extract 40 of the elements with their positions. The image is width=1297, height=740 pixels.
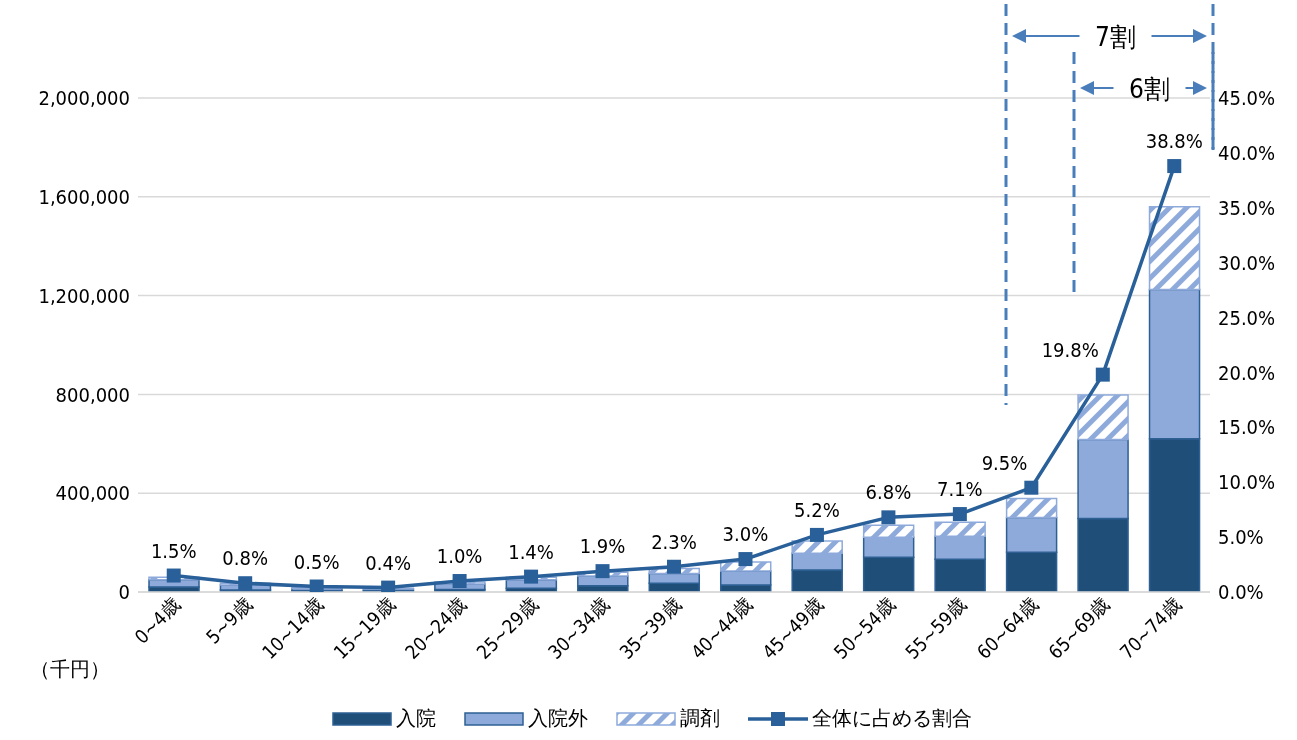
data-label: 1.9% (579, 534, 626, 559)
y-tick-label: 0 (118, 580, 130, 605)
data-label: 2.3% (651, 529, 697, 554)
legend-label: 入院 (395, 705, 436, 732)
y-tick-label: 800,000 (55, 382, 130, 407)
y2-tick-label: 45.0% (1218, 86, 1276, 111)
y2-tick-label: 35.0% (1218, 195, 1276, 220)
data-label: 0.4% (365, 550, 411, 575)
annotation: 6割 (1129, 74, 1170, 104)
y-axis-title: （千円） (30, 656, 110, 683)
data-label: 1.0% (436, 544, 483, 569)
y2-tick-label: 25.0% (1218, 305, 1276, 330)
data-label: 6.8% (865, 480, 912, 505)
x-tick-label: 5~9歳 (201, 593, 257, 648)
data-label: 38.8% (1145, 129, 1203, 154)
data-label: 7.1% (937, 477, 983, 502)
x-tick-label: 0~4歳 (130, 593, 185, 648)
y-tick-label: 1,600,000 (38, 184, 130, 209)
legend-label: 全体に占める割合 (811, 705, 972, 732)
data-label: 1.5% (150, 538, 197, 563)
y2-tick-label: 0.0% (1218, 580, 1264, 605)
text: 7割 (1095, 22, 1136, 52)
y2-tick-label: 10.0% (1218, 470, 1276, 495)
legend-label: 調剤 (679, 705, 720, 732)
y2-tick-label: 40.0% (1218, 140, 1276, 165)
y2-tick-label: 20.0% (1218, 360, 1276, 385)
data-label: 0.8% (222, 546, 269, 571)
data-label: 1.4% (508, 539, 554, 564)
y-tick-label: 2,000,000 (38, 86, 130, 111)
y-tick-label: 400,000 (55, 481, 130, 506)
legend-label: 入院外 (527, 705, 588, 732)
y-tick-label: 1,200,000 (38, 283, 130, 308)
y2-tick-label: 5.0% (1218, 525, 1264, 550)
data-label: 0.5% (293, 549, 340, 574)
data-label: 19.8% (1041, 337, 1099, 362)
data-label: 3.0% (722, 522, 769, 547)
data-label: 5.2% (794, 497, 840, 522)
y2-tick-label: 15.0% (1218, 415, 1276, 440)
data-label: 9.5% (981, 450, 1028, 475)
y2-tick-label: 30.0% (1218, 250, 1276, 275)
